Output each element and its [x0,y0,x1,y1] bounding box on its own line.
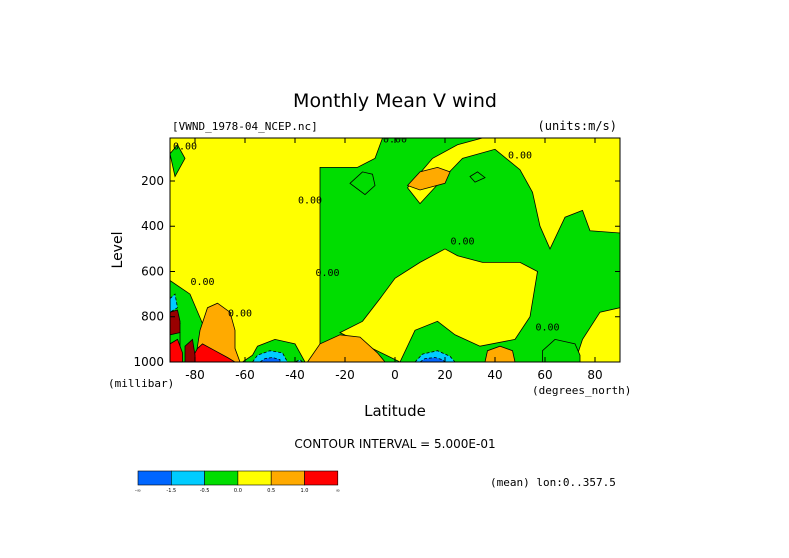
colorbar-tick-label: 0.0 [234,488,242,494]
contour-region-0 [170,138,383,362]
x-tick-label: -60 [235,368,255,382]
contour-fills [170,138,620,362]
contour-region-20 [406,166,451,191]
x-tick-label: -40 [285,368,305,382]
averaging-label: (mean) lon:0..357.5 [490,476,616,489]
contour-region-16 [419,357,446,362]
contour-region-19 [484,345,516,362]
colorbar-swatch [171,470,205,486]
contour-region-15 [259,357,281,362]
colorbar-swatch [137,470,172,486]
y-axis-units: (millibar) [108,377,174,390]
contour-region-2 [339,248,538,362]
contour-region-3 [574,307,620,362]
contour-region-6 [349,171,376,196]
colorbar-swatch [204,470,239,486]
y-tick-label: 800 [141,310,164,324]
x-tick-label: 60 [537,368,552,382]
y-tick-label: 1000 [133,355,164,369]
contour-label: 0.00 [450,236,474,247]
contour-label: 0.00 [173,141,197,152]
colorbar-tick-label: 0.5 [267,488,275,494]
x-tick-label: 0 [391,368,399,382]
y-tick-label: 400 [141,219,164,233]
y-axis-label: Level [110,232,126,269]
contour-region-23 [170,338,183,362]
contour-label: 0.00 [228,309,252,320]
contour-label: 0.00 [508,150,532,161]
x-axis-label: Latitude [364,402,426,420]
contour-region-12 [294,359,304,362]
colorbar-swatch [237,470,272,486]
chart-title: Monthly Mean V wind [293,90,497,112]
contour-region-1 [406,138,620,250]
contour-region-8 [170,144,186,178]
dataset-label: [VWND_1978-04_NCEP.nc] [172,120,318,133]
colorbar-tick-label: ∞ [336,488,340,494]
contour-region-7 [542,338,581,362]
y-tick-label: 600 [141,264,164,278]
x-tick-label: -80 [185,368,205,382]
x-tick-label: -20 [335,368,355,382]
x-axis-units: (degrees_north) [532,384,631,397]
contour-region-18 [307,334,386,362]
contour-region-9 [469,171,486,183]
x-tick-label: 40 [487,368,502,382]
contour-region-24 [184,338,196,362]
colorbar-legend: -∞ -1.5 -0.5 0.0 0.5 1.0 ∞ [135,470,340,494]
contour-region-14 [170,293,178,313]
contour-region-25 [170,309,181,336]
colorbar-tick-label: -1.5 [166,488,176,494]
x-tick-label: 20 [437,368,452,382]
colorbar-tick-label: -∞ [135,488,141,494]
colorbar-tick-label: 1.0 [301,488,309,494]
y-axis: 200 400 600 800 1000 [133,174,620,369]
x-tick-label: 80 [587,368,602,382]
colorbar-tick-label: -0.5 [200,488,210,494]
contour-label: 0.00 [298,196,322,207]
units-label: (units:m/s) [538,119,617,133]
colorbar-swatch [304,470,339,486]
contour-interval-label: CONTOUR INTERVAL = 5.000E-01 [294,437,495,451]
contour-region-22 [189,343,236,362]
x-axis: -80 -60 -40 -20 0 20 40 60 80 [185,138,603,382]
contour-label: 0.00 [190,277,214,288]
y-tick-label: 200 [141,174,164,188]
contour-label: 0.00 [315,268,339,279]
contour-label: 0.00 [535,322,559,333]
plot-area: 0.000.000.000.000.000.000.000.000.00 [169,137,621,363]
colorbar-swatch [270,470,305,486]
